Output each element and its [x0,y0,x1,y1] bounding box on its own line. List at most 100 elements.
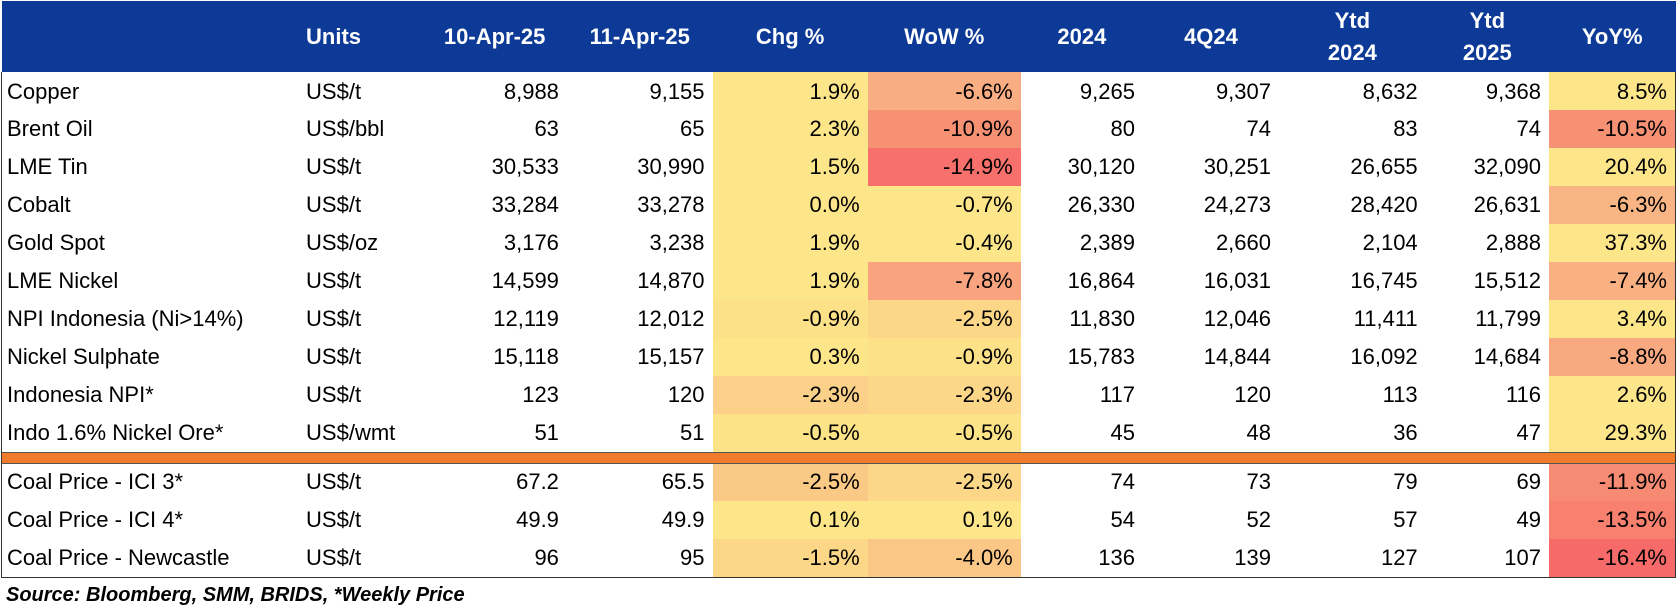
table-row: Copper US$/t 8,988 9,155 1.9% -6.6% 9,265 9,307… [1,72,1676,110]
metals-section: Copper US$/t 8,988 9,155 1.9% -6.6% 9,265 9,307… [1,72,1676,452]
cell-q4: 74 [1246,116,1271,141]
cell-ytd24: 8,632 [1362,79,1418,104]
cell-d1: 8,988 [503,79,559,104]
cell-chg: -1.5% [712,539,868,578]
cell-ytd24: 16,092 [1350,344,1418,369]
cell-name: Brent Oil [1,110,299,148]
cell-y2024: 2,389 [1079,230,1135,255]
cell-d1: 3,176 [503,230,559,255]
cell-yoy: 37.3% [1548,224,1676,262]
cell-name: NPI Indonesia (Ni>14%) [1,300,299,338]
cell-y2024: 16,864 [1067,268,1135,293]
cell-y2024: 74 [1110,469,1135,495]
cell-d1: 12,119 [493,306,559,331]
cell-q4: 12,046 [1203,306,1271,331]
cell-ytd25: 14,684 [1473,344,1541,369]
cell-wow: -0.7% [867,186,1021,224]
cell-unit: US$/t [306,469,362,495]
cell-yoy: 8.5% [1548,72,1676,110]
cell-ytd24: 127 [1279,539,1426,578]
cell-unit: US$/wmt [306,419,396,445]
cell-chg: -2.5% [712,463,868,501]
cell-d2: 95 [566,539,713,578]
header-2024: 2024 [1057,23,1107,49]
cell-d1: 63 [534,116,559,141]
cell-d2: 12,012 [637,306,705,331]
cell-q4: 120 [1234,382,1271,407]
cell-wow: -0.5% [867,414,1021,452]
header-ytd-2024: Ytd 2024 [1279,1,1426,72]
cell-wow: 0.1% [867,501,1021,539]
cell-ytd25: 9,368 [1485,79,1541,104]
cell-ytd25: 32,090 [1473,154,1541,179]
header-units: Units [306,23,362,49]
cell-unit: US$/t [306,382,362,407]
cell-ytd24: 26,655 [1350,154,1418,179]
cell-d1: 15,118 [493,344,559,369]
cell-d2: 120 [667,382,705,407]
header-wow: WoW % [904,23,985,49]
header-ytd-2025-line2: 2025 [1462,39,1512,65]
table-row: Coal Price - ICI 4* US$/t 49.9 49.9 0.1% 0.1%… [1,501,1676,539]
cell-y2024: 30,120 [1067,154,1135,179]
cell-d1: 96 [422,539,567,578]
cell-unit: US$/t [298,539,423,578]
cell-ytd25: 74 [1516,116,1541,141]
cell-q4: 52 [1246,507,1271,532]
cell-wow: -2.5% [867,300,1021,338]
cell-unit: US$/t [306,344,362,369]
cell-name: Cobalt [1,186,299,224]
cell-ytd24: 83 [1393,116,1418,141]
cell-y2024: 11,830 [1069,306,1135,331]
cell-ytd25: 116 [1505,382,1541,407]
cell-chg: 0.3% [712,338,868,376]
cell-ytd25: 49 [1516,507,1541,532]
header-date-2: 11-Apr-25 [589,23,690,49]
cell-wow: -10.9% [867,110,1021,148]
cell-ytd24: 36 [1393,419,1418,445]
cell-y2024: 117 [1099,382,1135,407]
cell-chg: 0.1% [712,501,868,539]
cell-q4: 48 [1246,419,1271,445]
cell-ytd24: 113 [1382,382,1418,407]
cell-wow: -6.6% [867,72,1021,110]
cell-q4: 14,844 [1203,344,1271,369]
cell-name: Indonesia NPI* [1,376,299,414]
cell-yoy: -10.5% [1548,110,1676,148]
cell-name: Nickel Sulphate [1,338,299,376]
cell-name: Gold Spot [1,224,299,262]
cell-name: LME Tin [1,148,299,186]
cell-y2024: 45 [1110,419,1135,445]
cell-wow: -4.0% [867,539,1021,578]
cell-yoy: 3.4% [1548,300,1676,338]
source-note: Source: Bloomberg, SMM, BRIDS, *Weekly P… [6,584,465,606]
cell-name: Coal Price - ICI 3* [1,463,299,501]
separator-bar [1,451,1676,464]
cell-ytd25: 107 [1425,539,1549,578]
header-ytd-2024-line2: 2024 [1327,39,1377,65]
table-row: Nickel Sulphate US$/t 15,118 15,157 0.3% -0.9… [1,338,1676,376]
cell-yoy: 20.4% [1548,148,1676,186]
cell-y2024: 15,783 [1067,344,1135,369]
cell-d1: 67.2 [516,469,559,495]
table-row: LME Tin US$/t 30,533 30,990 1.5% -14.9% 30,120… [1,148,1676,186]
cell-name: Coal Price - ICI 4* [1,501,299,539]
cell-y2024: 80 [1110,116,1135,141]
cell-unit: US$/t [306,268,362,293]
cell-d1: 123 [522,382,559,407]
cell-ytd24: 16,745 [1350,268,1418,293]
cell-chg: 1.9% [712,262,868,300]
cell-d2: 15,157 [637,344,705,369]
cell-ytd24: 11,411 [1353,306,1418,331]
cell-name: Indo 1.6% Nickel Ore* [1,414,299,452]
cell-d1: 49.9 [516,507,559,532]
cell-d1: 33,284 [491,192,559,217]
cell-ytd25: 26,631 [1473,192,1541,217]
cell-d2: 51 [680,419,705,445]
cell-yoy: -7.4% [1548,262,1676,300]
cell-y2024: 136 [1020,539,1143,578]
section-separator [1,451,1676,464]
cell-chg: 1.9% [712,72,868,110]
cell-ytd25: 15,512 [1473,268,1541,293]
